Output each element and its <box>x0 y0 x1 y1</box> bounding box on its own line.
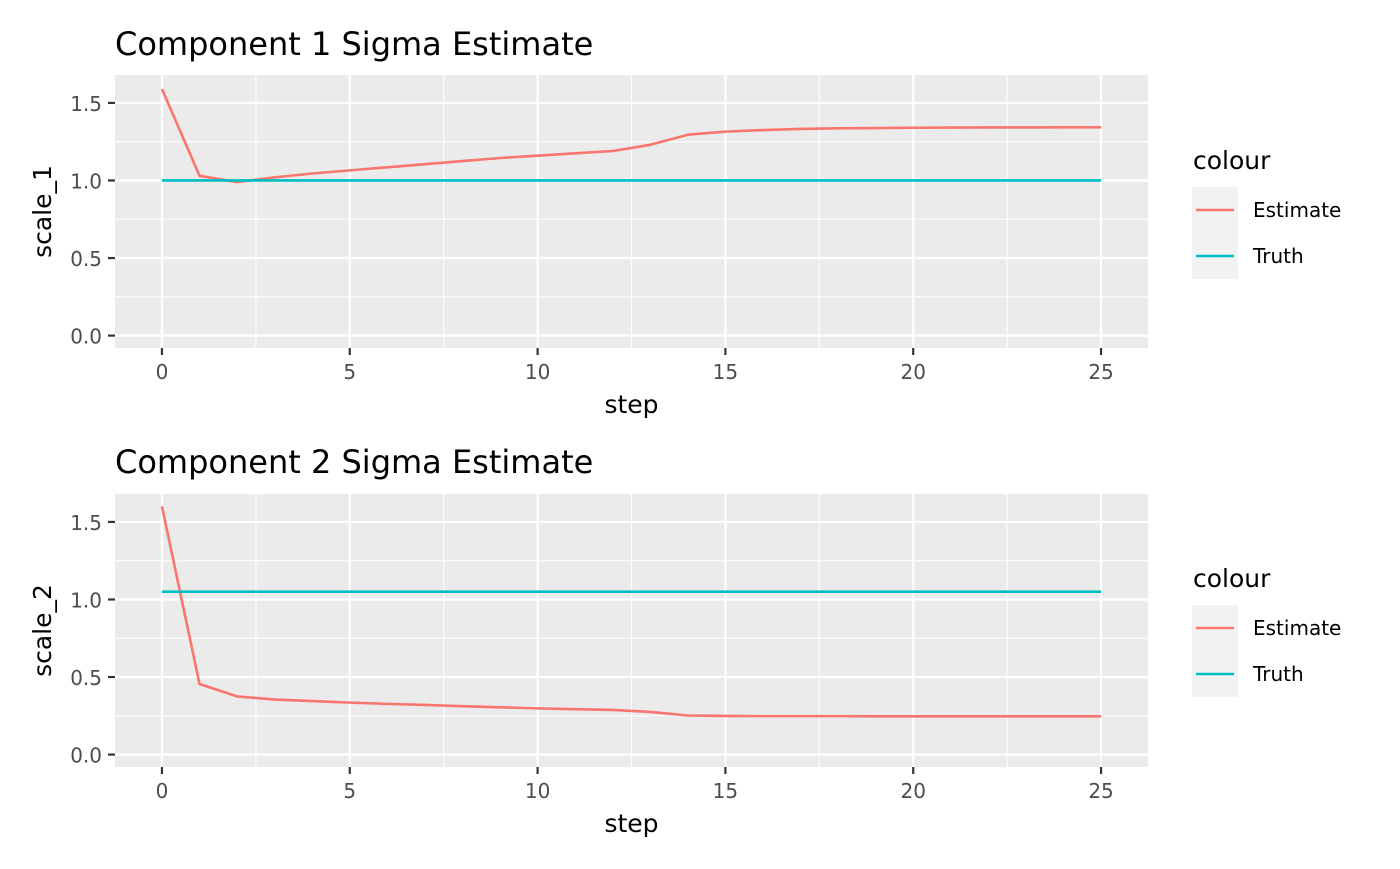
legend: colour Estimate Truth <box>1192 146 1341 279</box>
x-tick-label: 5 <box>343 779 356 803</box>
y-tick-label: 1.5 <box>70 92 102 116</box>
x-tick-label: 20 <box>901 360 926 384</box>
x-tick-label: 10 <box>525 779 550 803</box>
legend: colour Estimate Truth <box>1192 564 1341 697</box>
x-tick-label: 0 <box>156 779 169 803</box>
series-line-estimate <box>160 88 1102 184</box>
y-tick-label: 0.5 <box>70 247 102 271</box>
y-axis-label: scale_1 <box>28 165 57 258</box>
x-tick-label: 25 <box>1088 779 1113 803</box>
x-tick-label: 15 <box>713 779 738 803</box>
x-axis-label: step <box>604 809 658 838</box>
series-line-estimate <box>160 506 1102 718</box>
legend-label: Estimate <box>1253 616 1341 640</box>
y-tick-label: 0.0 <box>70 744 102 768</box>
x-tick-label: 20 <box>901 779 926 803</box>
y-tick-label: 1.5 <box>70 511 102 535</box>
legend-title: colour <box>1193 564 1271 593</box>
y-tick-label: 1.0 <box>70 169 102 193</box>
chart-title: Component 2 Sigma Estimate <box>115 443 593 481</box>
legend-label: Estimate <box>1253 198 1341 222</box>
x-tick-label: 0 <box>156 360 169 384</box>
x-tick-label: 10 <box>525 360 550 384</box>
x-tick-label: 25 <box>1088 360 1113 384</box>
y-tick-label: 0.0 <box>70 325 102 349</box>
legend-label: Truth <box>1252 662 1304 686</box>
chart-title: Component 1 Sigma Estimate <box>115 25 593 63</box>
legend-label: Truth <box>1252 244 1304 268</box>
x-tick-label: 5 <box>343 360 356 384</box>
x-axis-label: step <box>604 390 658 419</box>
chart-panel-2: Component 2 Sigma Estimate 0.0 0.5 1.0 1.5 0 5… <box>28 443 1341 838</box>
y-tick-label: 0.5 <box>70 666 102 690</box>
y-axis-label: scale_2 <box>28 584 57 677</box>
y-tick-label: 1.0 <box>70 588 102 612</box>
legend-title: colour <box>1193 146 1271 175</box>
x-tick-label: 15 <box>713 360 738 384</box>
chart-panel-1: Component 1 Sigma Estimate 0.0 0.5 1.0 1.5 0 5… <box>28 25 1341 419</box>
